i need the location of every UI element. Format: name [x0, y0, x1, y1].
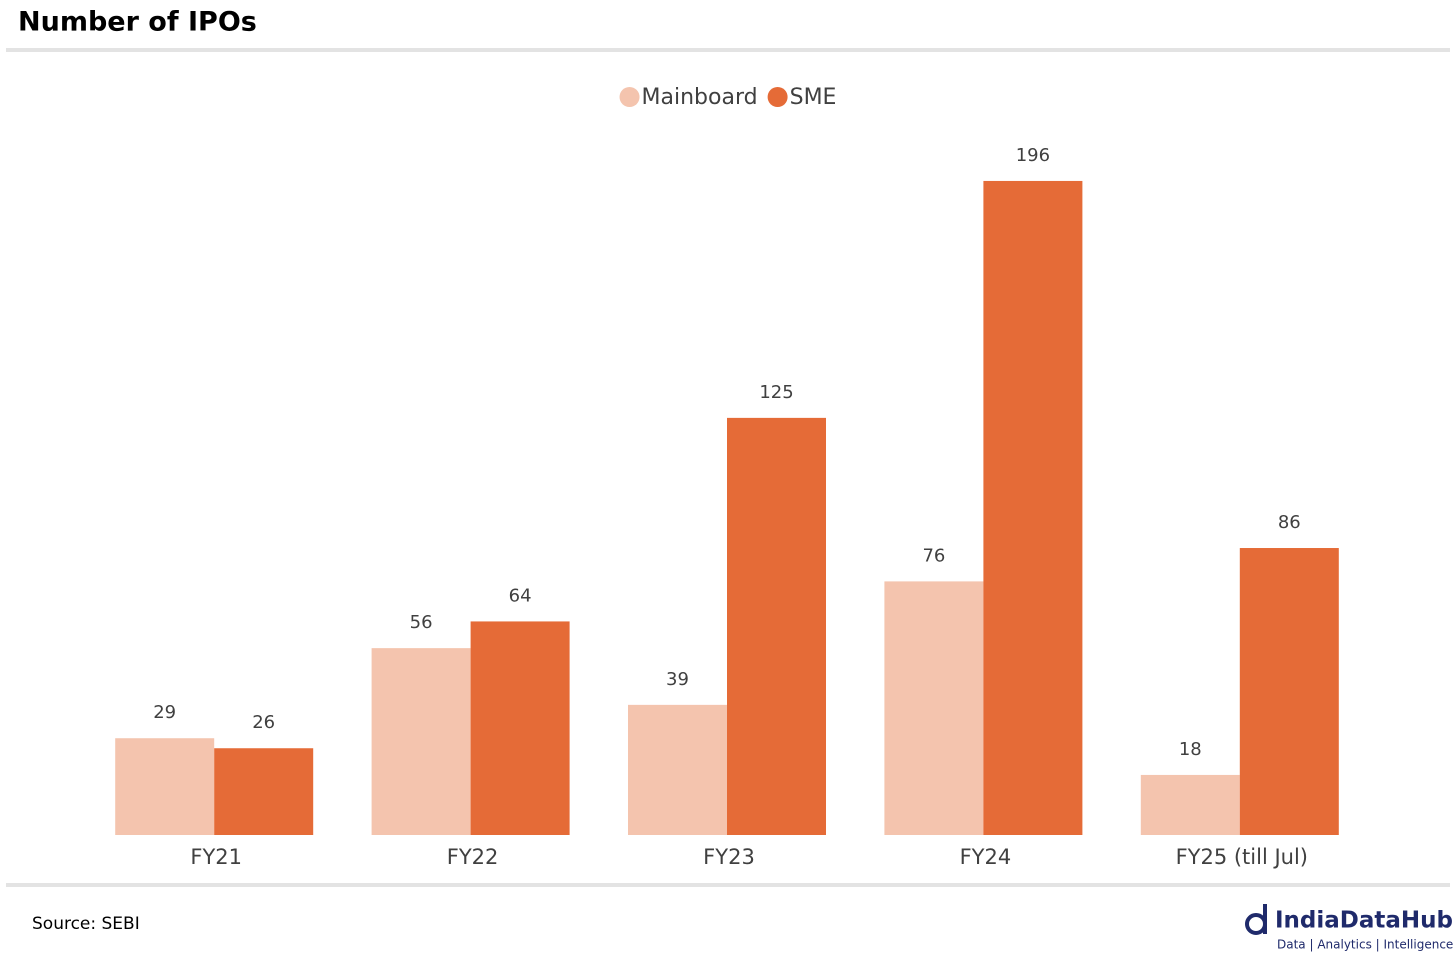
bar: [1140, 774, 1240, 835]
x-tick-label: FY25 (till Jul): [1176, 845, 1308, 869]
bar: [470, 621, 570, 835]
legend-label: Mainboard: [642, 85, 758, 110]
data-label: 125: [759, 382, 793, 403]
data-label: 29: [153, 702, 176, 723]
legend-marker: [767, 87, 788, 107]
bar: [884, 581, 984, 835]
bar: [214, 748, 314, 835]
brand-logo: IndiaDataHub Data | Analytics | Intellig…: [1245, 904, 1453, 952]
data-label: 196: [1016, 145, 1050, 166]
bar: [983, 180, 1083, 835]
brand-name: IndiaDataHub: [1275, 908, 1453, 934]
bar: [1239, 548, 1339, 835]
legend-label: SME: [790, 85, 837, 110]
x-tick-label: FY22: [447, 845, 499, 869]
data-label: 39: [666, 669, 689, 690]
data-label: 26: [252, 712, 275, 733]
data-label: 86: [1278, 512, 1301, 533]
bar: [115, 738, 215, 835]
chart-title: Number of IPOs: [18, 7, 257, 38]
data-label: 18: [1179, 739, 1202, 760]
footer-rule: [6, 883, 1450, 887]
bar: [727, 417, 826, 835]
x-tick-label: FY24: [960, 845, 1012, 869]
x-tick-label: FY21: [190, 845, 242, 869]
bar: [371, 648, 471, 835]
legend: Mainboard SME: [619, 85, 837, 110]
header-rule: [6, 48, 1450, 52]
logo-icon: [1263, 904, 1267, 934]
x-tick-label: FY23: [703, 845, 755, 869]
source: Source: SEBI: [32, 914, 140, 934]
legend-marker: [619, 87, 640, 107]
bar: [628, 704, 727, 835]
data-label: 76: [922, 545, 945, 566]
brand-tagline: Data | Analytics | Intelligence: [1277, 938, 1453, 952]
data-label: 56: [410, 612, 433, 633]
data-label: 64: [509, 585, 532, 606]
